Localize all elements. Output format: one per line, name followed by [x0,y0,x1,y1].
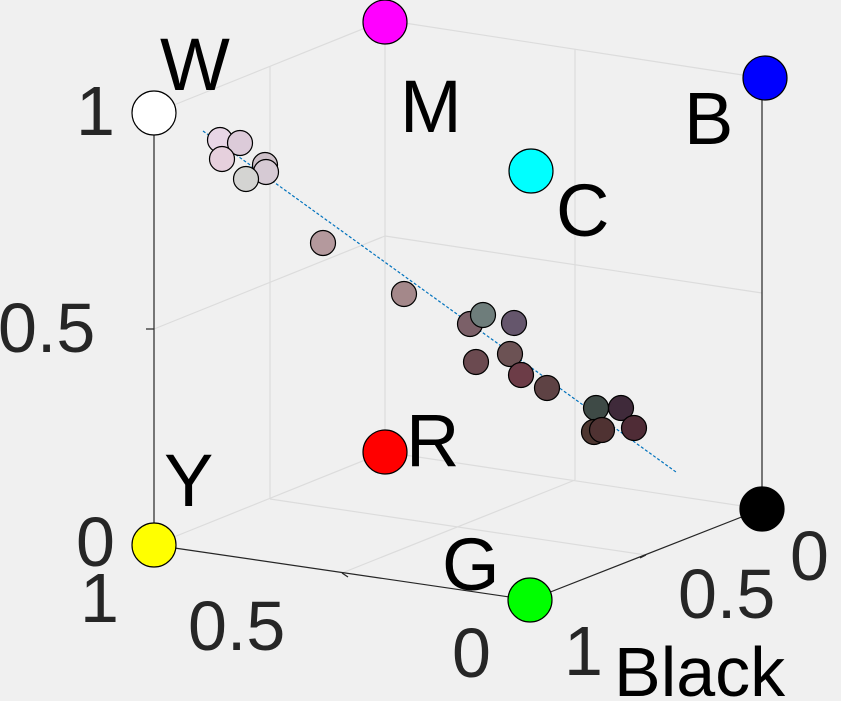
data-point-1 [226,129,254,157]
vertex-marker-r [362,429,408,475]
grid-line-5 [341,479,576,574]
vertex-marker-g [507,577,553,623]
vertex-marker-m [362,0,408,45]
grid-line-10 [384,19,763,79]
grid-line-1 [384,235,763,294]
data-point-18 [588,416,616,444]
vertex-marker-black [739,486,785,532]
left-axis-tick-label-0: 1 [80,559,119,637]
left-axis-tick-label-1: 0.5 [188,587,285,665]
right-axis-tick-labels: 1 0.5 0 [564,517,829,690]
axis-line-1 [153,544,531,601]
vertex-labels: W M B C R Y G [160,23,733,606]
vertical-tick-label-0: 0 [76,503,115,581]
grid-line-9 [153,19,386,114]
vertical-tick-label-1: 0.5 [0,289,95,367]
data-point-13 [507,361,535,389]
vertex-label-b: B [684,77,733,160]
left-axis-tick-label-2: 0 [452,614,491,692]
vertex-label-w: W [160,23,230,106]
vertex-marker-w [131,90,177,136]
right-axis-tick-label-1: 0.5 [678,555,775,633]
data-point-7 [390,280,418,308]
vertex-label-r: R [406,399,459,482]
data-points [206,126,648,446]
data-point-11 [462,348,490,376]
data-point-2 [208,145,236,173]
grid-line-6 [153,451,386,546]
grid-lines [153,19,763,574]
axis-label-black: Black [614,633,786,701]
grid-line-7 [384,451,763,510]
vertex-marker-y [131,522,177,568]
data-point-14 [533,374,561,402]
data-point-6 [309,229,337,257]
left-axis-tick-labels: 1 0.5 0 [80,559,491,692]
vertex-marker-c [508,148,554,194]
vertical-tick-label-2: 1 [76,72,115,150]
vertical-tick-labels: 0 0.5 1 [0,72,115,581]
vertex-markers [131,0,788,623]
data-point-5 [232,165,260,193]
data-point-12 [496,340,524,368]
right-axis-tick-label-2: 0 [790,517,829,595]
data-point-15 [582,394,610,422]
vertex-label-m: M [400,65,462,148]
data-point-16 [607,394,635,422]
right-axis-tick-label-0: 1 [564,612,603,690]
data-point-10 [500,309,528,337]
axes [146,78,763,601]
data-point-19 [620,414,648,442]
vertex-label-c: C [556,169,609,252]
vertex-label-g: G [442,523,500,606]
axis-tick-4 [639,554,647,559]
vertex-marker-b [742,55,788,101]
data-point-9 [469,301,497,329]
axis-tick-3 [341,572,349,578]
vertex-label-y: Y [164,439,213,522]
axis-line-2 [529,508,763,601]
